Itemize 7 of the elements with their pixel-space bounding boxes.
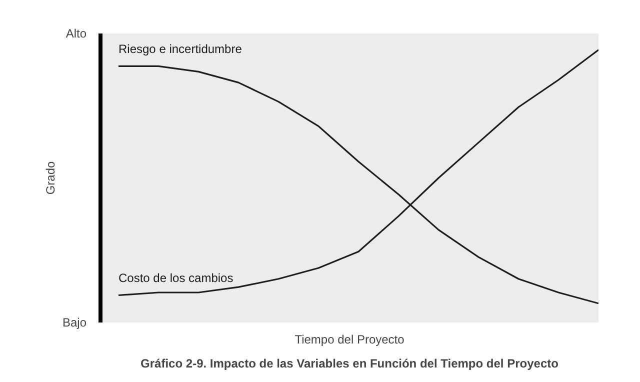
series-label: Riesgo e incertidumbre <box>118 42 242 56</box>
text: Bajo <box>62 316 87 330</box>
text: Alto <box>66 26 87 40</box>
text: Gráfico 2-9. Impacto de las Variables en Función del Tiempo del Proyecto <box>140 356 558 370</box>
y-axis-title: Grado <box>43 161 58 195</box>
x-axis-title: Tiempo del Proyecto <box>294 332 405 346</box>
series-label: Costo de los cambios <box>118 271 234 286</box>
